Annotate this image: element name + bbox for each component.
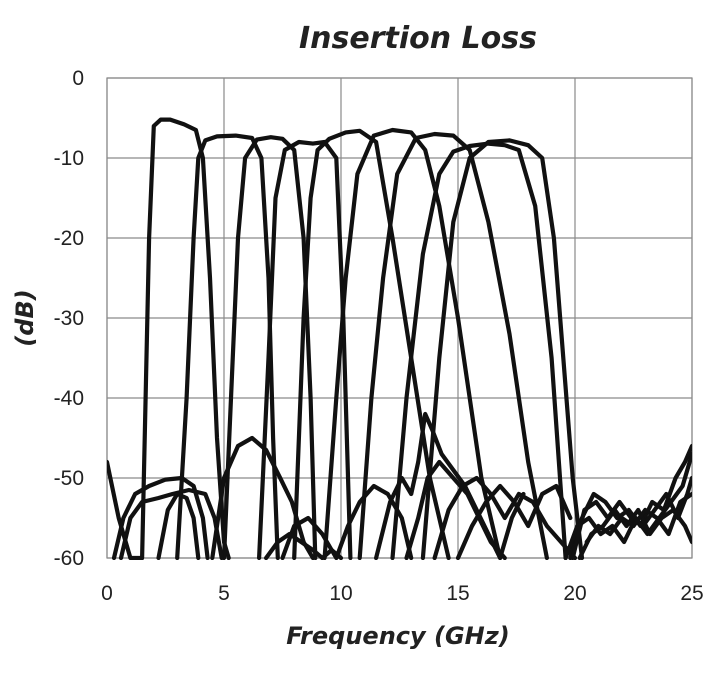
series-line-9	[111, 475, 210, 560]
x-tick-label-5: 25	[680, 582, 703, 605]
x-tick-label-3: 15	[446, 582, 469, 605]
y-tick-label-2: -20	[54, 227, 84, 250]
series-line-16	[404, 459, 507, 560]
series-line-5	[322, 127, 503, 560]
x-tick-label-0: 0	[101, 582, 113, 605]
series-line-0	[107, 117, 231, 560]
series-line-10	[118, 487, 224, 560]
y-tick-label-0: 0	[72, 67, 84, 90]
x-tick-label-4: 20	[563, 582, 586, 605]
series-line-4	[292, 128, 451, 560]
series-line-6	[357, 131, 549, 560]
x-axis-label: Frequency (GHz)	[286, 622, 509, 650]
series-line-3	[257, 139, 353, 560]
series-line-20	[563, 451, 692, 560]
tick-layer: 0 5 10 15 20 25 0 -10 -20 -30 -40 -50 -60	[54, 67, 704, 605]
plot-frame	[106, 77, 693, 559]
y-axis-label: (dB)	[11, 289, 39, 346]
series-line-17	[432, 475, 578, 560]
y-tick-label-4: -40	[54, 387, 84, 410]
x-tick-label-2: 10	[329, 582, 352, 605]
series-line-18	[455, 483, 573, 560]
series-line-14	[280, 483, 414, 560]
chart-title: Insertion Loss	[299, 21, 537, 56]
series-layer	[107, 117, 692, 560]
y-tick-label-1: -10	[54, 147, 84, 170]
series-line-11	[156, 491, 201, 560]
series-line-8	[420, 138, 585, 560]
y-tick-label-3: -30	[54, 307, 84, 330]
grid-layer	[106, 77, 693, 559]
x-tick-label-1: 5	[218, 582, 230, 605]
series-line-12	[210, 435, 315, 560]
y-tick-label-6: -60	[54, 547, 84, 570]
series-line-23	[584, 491, 692, 545]
y-tick-label-5: -50	[54, 467, 84, 490]
series-line-7	[390, 141, 568, 560]
